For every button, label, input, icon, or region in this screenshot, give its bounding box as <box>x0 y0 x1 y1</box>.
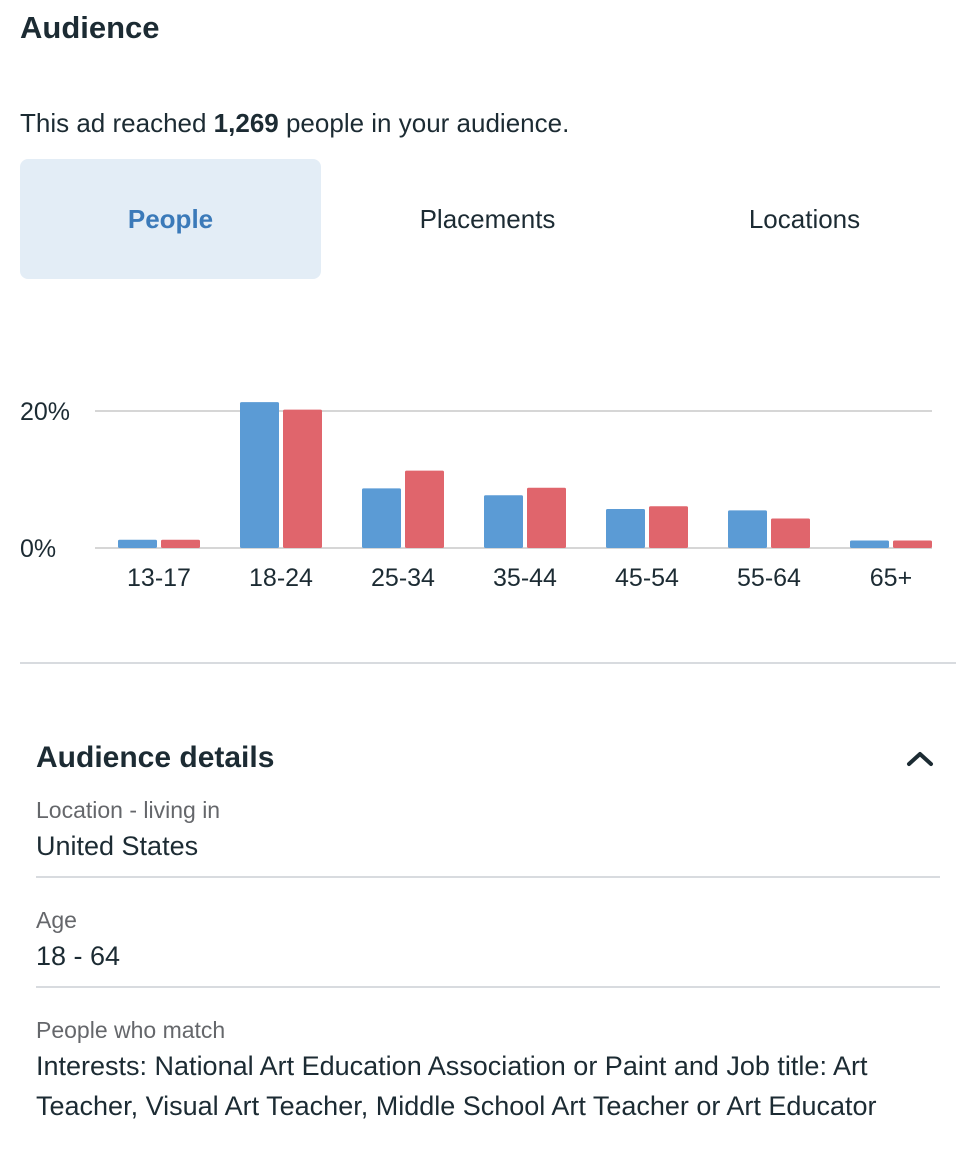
bar <box>850 540 889 548</box>
location-label: Location - living in <box>36 797 221 823</box>
audience-details-title: Audience details <box>36 741 275 774</box>
bar <box>405 470 444 548</box>
bar <box>649 506 688 548</box>
bar <box>484 495 523 548</box>
y-tick-label: 0% <box>20 535 56 563</box>
age-distribution-chart: 0% 20% 13-17 18-24 25-34 35-44 45-54 55-64 65+ <box>20 398 932 592</box>
reach-suffix: people in your audience. <box>278 108 570 138</box>
field-separator <box>36 876 940 878</box>
match-label: People who match <box>36 1017 226 1043</box>
x-tick-label: 45-54 <box>615 564 679 592</box>
bar <box>771 518 810 548</box>
tab-locations[interactable]: Locations <box>748 203 861 234</box>
section-divider <box>20 662 956 664</box>
reach-summary: This ad reached 1,269 people in your aud… <box>20 106 569 140</box>
reach-prefix: This ad reached <box>20 108 214 138</box>
bar <box>606 508 645 548</box>
match-value: Interests: National Art Education Associ… <box>36 1051 877 1121</box>
age-value: 18 - 64 <box>36 941 121 971</box>
audience-tabs: People Placements Locations <box>20 159 956 279</box>
x-tick-label: 13-17 <box>127 564 191 592</box>
tab-people[interactable]: People <box>20 159 321 279</box>
field-separator <box>36 986 940 988</box>
chevron-up-icon <box>907 752 933 766</box>
x-tick-label: 25-34 <box>371 564 435 592</box>
age-label: Age <box>36 907 77 933</box>
x-tick-label: 65+ <box>870 564 912 592</box>
collapse-details-button[interactable] <box>900 740 940 776</box>
bar <box>161 539 200 548</box>
x-tick-label: 18-24 <box>249 564 313 592</box>
bar <box>283 409 322 548</box>
bar <box>240 402 279 548</box>
bar <box>728 510 767 548</box>
bar <box>118 539 157 548</box>
x-tick-label: 55-64 <box>737 564 801 592</box>
tab-placements[interactable]: Placements <box>419 203 556 234</box>
y-tick-label: 20% <box>20 398 70 426</box>
bar <box>527 487 566 548</box>
reach-count: 1,269 <box>213 108 279 138</box>
location-value: United States <box>36 831 199 861</box>
audience-title: Audience <box>20 10 160 45</box>
bar <box>893 540 932 548</box>
bar <box>362 488 401 548</box>
x-tick-label: 35-44 <box>493 564 557 592</box>
